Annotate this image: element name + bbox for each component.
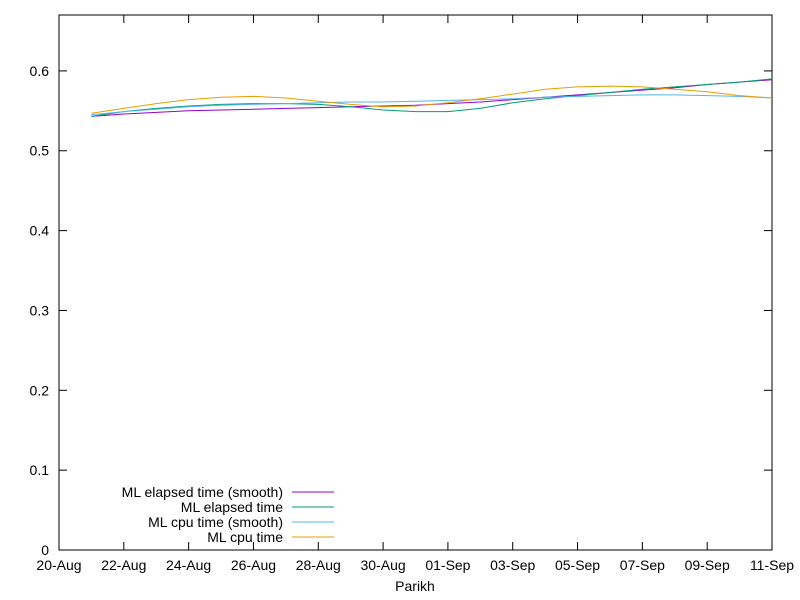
y-tick-label: 0.6	[30, 63, 50, 79]
series-line-1	[91, 79, 773, 117]
x-tick-label: 01-Sep	[425, 557, 470, 573]
x-tick-label: 05-Sep	[555, 557, 600, 573]
y-tick-label: 0.2	[30, 382, 50, 398]
y-tick-label: 0.1	[30, 462, 50, 478]
y-axis: 0 0.1 0.2 0.3 0.4 0.5 0.6	[30, 63, 772, 558]
x-axis: 20-Aug 22-Aug 24-Aug 26-Aug 28-Aug 30-Aug 01-S…	[36, 15, 794, 573]
series-line-3	[91, 94, 773, 116]
x-tick-label: 03-Sep	[490, 557, 535, 573]
y-tick-label: 0.5	[30, 143, 50, 159]
series-line-4	[91, 85, 773, 114]
x-tick-label: 28-Aug	[296, 557, 341, 573]
x-tick-label: 22-Aug	[101, 557, 146, 573]
x-axis-label: Parikh	[395, 578, 435, 594]
legend-label: ML cpu time (smooth)	[148, 514, 283, 530]
legend-label: ML elapsed time (smooth)	[122, 484, 283, 500]
x-tick-label: 26-Aug	[231, 557, 276, 573]
legend: ML elapsed time (smooth)ML elapsed timeM…	[122, 484, 334, 545]
series-group	[91, 78, 773, 117]
x-tick-label: 11-Sep	[750, 557, 794, 573]
legend-label: ML cpu time	[207, 529, 283, 545]
x-tick-label: 30-Aug	[361, 557, 406, 573]
x-tick-label: 20-Aug	[36, 557, 81, 573]
legend-label: ML elapsed time	[181, 499, 283, 515]
y-tick-label: 0.3	[30, 302, 50, 318]
plot-frame	[58, 14, 773, 551]
x-tick-label: 24-Aug	[166, 557, 211, 573]
x-tick-label: 07-Sep	[620, 557, 665, 573]
x-tick-label: 09-Sep	[685, 557, 730, 573]
y-tick-label: 0.4	[30, 223, 50, 239]
y-tick-label: 0	[41, 542, 49, 558]
